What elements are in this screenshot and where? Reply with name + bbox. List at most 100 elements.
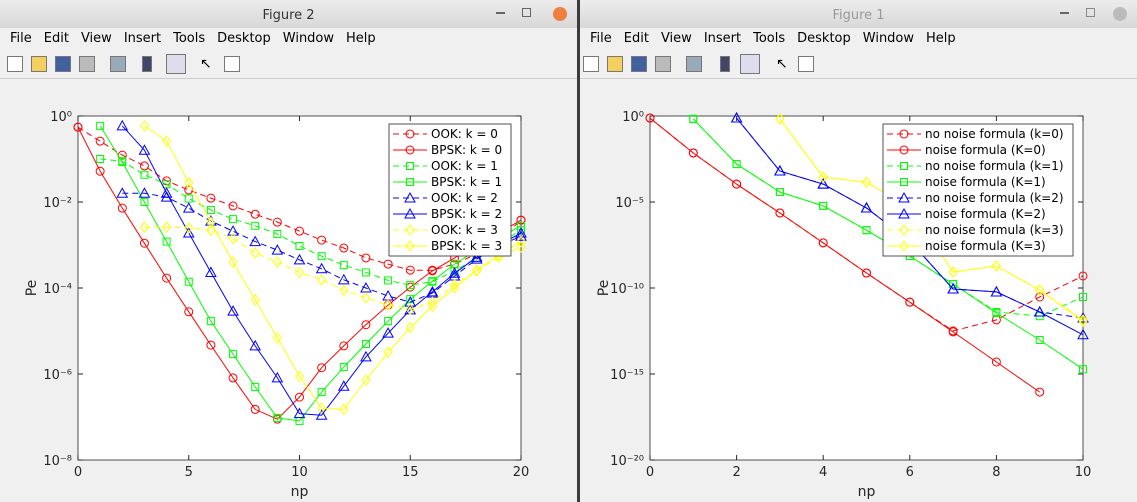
colorbar-icon[interactable] [142, 56, 152, 72]
save-icon[interactable] [55, 56, 71, 72]
marker [184, 222, 194, 234]
property-icon[interactable] [798, 56, 814, 72]
marker [404, 296, 417, 307]
menu-item[interactable]: Help [346, 31, 376, 46]
marker [405, 265, 415, 275]
series-line [122, 192, 522, 303]
legend-label: OOK: k = 0 [431, 127, 498, 141]
marker [139, 161, 149, 171]
close-button[interactable] [1113, 7, 1127, 21]
x-tick-label: 10 [1075, 465, 1092, 480]
marker [774, 165, 786, 176]
menu-item[interactable]: Desktop [217, 31, 271, 46]
minimize-button[interactable] [1060, 12, 1069, 14]
marker [205, 266, 217, 277]
marker [161, 221, 172, 233]
maximize-button[interactable] [522, 8, 531, 17]
legend-box [882, 123, 1074, 257]
marker [206, 206, 215, 215]
marker [184, 176, 194, 189]
marker [206, 340, 216, 350]
save-icon[interactable] [631, 56, 647, 72]
marker [227, 305, 239, 316]
menu-item[interactable]: Edit [43, 31, 69, 46]
legend-label: noise formula (K=3) [925, 239, 1046, 253]
legend-icon[interactable] [740, 54, 760, 74]
marker [182, 226, 195, 238]
marker [337, 273, 350, 285]
link-icon[interactable] [686, 56, 702, 72]
colorbar-icon[interactable] [720, 56, 730, 72]
marker [860, 201, 873, 213]
new-icon[interactable] [7, 56, 23, 72]
legend-label: BPSK: k = 2 [431, 207, 502, 221]
marker [228, 201, 238, 211]
x-tick-label: 10 [291, 465, 308, 480]
marker [405, 303, 415, 316]
marker [317, 402, 327, 415]
marker [138, 187, 151, 198]
marker [516, 235, 526, 248]
marker [515, 230, 527, 241]
marker [1035, 335, 1044, 344]
marker [1035, 387, 1045, 397]
menu-bar: File Edit View Insert Tools Desktop Window Help [580, 28, 1137, 50]
marker [271, 244, 284, 255]
menu-item[interactable]: Tools [173, 31, 206, 46]
marker [900, 178, 908, 186]
menu-item[interactable]: Insert [123, 31, 162, 46]
menu-item[interactable]: Window [862, 31, 915, 46]
close-button[interactable] [553, 7, 567, 21]
marker [818, 238, 828, 248]
menu-item[interactable]: Help [926, 31, 956, 46]
link-icon[interactable] [110, 56, 126, 72]
menu-item[interactable]: File [590, 31, 612, 46]
print-icon[interactable] [655, 56, 671, 72]
menu-item[interactable]: File [10, 31, 32, 46]
marker [1078, 314, 1088, 326]
marker [139, 221, 150, 233]
marker [361, 320, 371, 330]
marker [898, 207, 910, 219]
marker [1078, 315, 1088, 327]
menu-bar: File Edit View Insert Tools Desktop Window Help [0, 28, 577, 50]
marker [730, 112, 743, 123]
marker [294, 266, 305, 279]
new-icon[interactable] [583, 56, 599, 72]
pointer-icon[interactable]: ↖ [200, 56, 212, 72]
menu-item[interactable]: Edit [623, 31, 649, 46]
marker [250, 247, 260, 259]
pointer-icon[interactable]: ↖ [776, 56, 788, 72]
property-icon[interactable] [224, 56, 240, 72]
menu-item[interactable]: Insert [703, 31, 742, 46]
menu-item[interactable]: Window [282, 31, 335, 46]
marker [361, 292, 371, 304]
marker [293, 253, 306, 265]
marker [160, 187, 173, 198]
maximize-button[interactable] [1086, 8, 1095, 17]
marker [383, 259, 393, 269]
marker [249, 235, 262, 247]
marker [117, 203, 127, 213]
minimize-button[interactable] [496, 12, 505, 14]
y-tick-label: 10⁻² [43, 196, 72, 211]
marker [317, 274, 327, 286]
open-icon[interactable] [607, 56, 623, 72]
print-icon[interactable] [79, 56, 95, 72]
marker [317, 363, 327, 373]
marker [228, 373, 238, 383]
menu-item[interactable]: Tools [753, 31, 786, 46]
legend-label: noise formula (K=0) [925, 143, 1046, 157]
title-bar: Figure 2 [0, 0, 577, 28]
open-icon[interactable] [31, 56, 47, 72]
marker [138, 144, 151, 155]
menu-item[interactable]: Desktop [797, 31, 851, 46]
menu-item[interactable]: View [80, 31, 112, 46]
legend-label: no noise formula (k=1) [925, 159, 1064, 173]
marker [899, 129, 909, 139]
legend-icon[interactable] [166, 54, 186, 74]
menu-item[interactable]: View [660, 31, 692, 46]
marker [517, 221, 525, 230]
marker [406, 281, 415, 290]
marker [1035, 292, 1045, 302]
